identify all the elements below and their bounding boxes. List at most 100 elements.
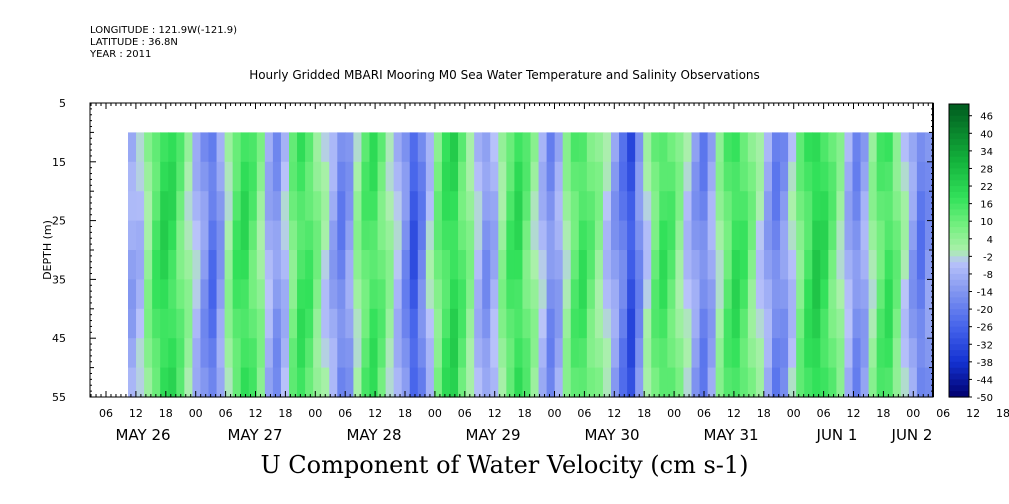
heatmap-cell bbox=[594, 250, 604, 280]
heatmap-cell bbox=[168, 279, 177, 310]
heatmap-cell bbox=[441, 161, 451, 192]
heatmap-cell bbox=[441, 191, 451, 222]
x-hour-label: 18 bbox=[278, 407, 292, 420]
colorbar-swatch bbox=[949, 162, 969, 170]
heatmap-cell bbox=[192, 132, 202, 163]
heatmap-cell bbox=[916, 279, 926, 310]
heatmap-cell bbox=[820, 250, 829, 280]
x-hour-label: 18 bbox=[637, 407, 651, 420]
heatmap-cell bbox=[691, 279, 701, 310]
heatmap-cell bbox=[361, 308, 371, 339]
heatmap-cell bbox=[272, 250, 282, 280]
heatmap-cell bbox=[812, 161, 821, 192]
heatmap-cell bbox=[562, 220, 572, 251]
heatmap-cell bbox=[844, 338, 854, 369]
heatmap-cell bbox=[417, 367, 427, 398]
heatmap-cell bbox=[812, 308, 821, 339]
heatmap-cell bbox=[635, 132, 644, 163]
heatmap-cell bbox=[417, 161, 427, 192]
heatmap-cell bbox=[506, 338, 515, 369]
colorbar-swatch bbox=[949, 391, 969, 398]
heatmap-cell bbox=[361, 279, 371, 310]
heatmap-cell bbox=[433, 279, 443, 310]
heatmap-cell bbox=[184, 132, 193, 163]
heatmap-cell bbox=[216, 250, 226, 280]
heatmap-cell bbox=[490, 338, 499, 369]
heatmap-cell bbox=[828, 367, 837, 398]
colorbar-tick-label: -44 bbox=[977, 375, 993, 386]
heatmap-cell bbox=[425, 132, 435, 163]
heatmap-cell bbox=[305, 279, 314, 310]
heatmap-cell bbox=[723, 338, 733, 369]
heatmap-cell bbox=[530, 220, 540, 251]
heatmap-cell bbox=[804, 279, 813, 310]
heatmap-cell bbox=[176, 338, 185, 369]
heatmap-cell bbox=[208, 367, 218, 398]
heatmap-cell bbox=[369, 132, 379, 163]
heatmap-cell bbox=[707, 250, 717, 280]
heatmap-cell bbox=[804, 220, 813, 251]
heatmap-cell bbox=[739, 220, 749, 251]
colorbar-frame bbox=[948, 103, 970, 398]
heatmap-cell bbox=[232, 220, 242, 251]
x-hour-label: 06 bbox=[577, 407, 591, 420]
heatmap-cell bbox=[844, 132, 854, 163]
heatmap-cell bbox=[715, 367, 725, 398]
heatmap-cell bbox=[892, 308, 902, 339]
heatmap-cell bbox=[908, 367, 918, 398]
heatmap-cell bbox=[498, 191, 507, 222]
heatmap-cell bbox=[924, 279, 934, 310]
heatmap-cell bbox=[892, 338, 902, 369]
heatmap-cell bbox=[643, 338, 652, 369]
heatmap-cell bbox=[747, 338, 757, 369]
colorbar-swatch bbox=[949, 168, 969, 175]
heatmap-cell bbox=[530, 279, 540, 310]
heatmap-cell bbox=[884, 308, 894, 339]
heatmap-cell bbox=[554, 279, 564, 310]
heatmap-cell bbox=[627, 191, 636, 222]
heatmap-cell bbox=[425, 308, 435, 339]
heatmap-cell bbox=[401, 220, 411, 251]
heatmap-cell bbox=[506, 161, 515, 192]
heatmap-cell bbox=[280, 279, 290, 310]
heatmap-cell bbox=[433, 161, 443, 192]
heatmap-cell bbox=[200, 191, 210, 222]
heatmap-cell bbox=[916, 338, 926, 369]
heatmap-cell bbox=[216, 132, 226, 163]
heatmap-cell bbox=[924, 338, 934, 369]
heatmap-cell bbox=[200, 161, 210, 192]
heatmap-cell bbox=[248, 220, 258, 251]
colorbar-swatch bbox=[949, 344, 969, 351]
heatmap-cell bbox=[635, 308, 644, 339]
heatmap-cell bbox=[450, 132, 459, 163]
heatmap-cell bbox=[136, 161, 145, 192]
heatmap-cell bbox=[892, 250, 902, 280]
heatmap-cell bbox=[506, 250, 515, 280]
heatmap-cell bbox=[280, 191, 290, 222]
heatmap-cell bbox=[208, 132, 218, 163]
heatmap-cell bbox=[739, 191, 749, 222]
heatmap-cell bbox=[345, 279, 354, 310]
heatmap-cell bbox=[369, 367, 379, 398]
heatmap-cell bbox=[425, 367, 435, 398]
heatmap-cell bbox=[393, 191, 403, 222]
heatmap-cell bbox=[369, 279, 379, 310]
heatmap-cell bbox=[619, 367, 628, 398]
heatmap-cell bbox=[522, 338, 532, 369]
heatmap-cell bbox=[546, 161, 556, 192]
heatmap-cell bbox=[594, 191, 604, 222]
heatmap-cell bbox=[868, 367, 878, 398]
heatmap-cell bbox=[892, 161, 902, 192]
heatmap-cell bbox=[176, 191, 185, 222]
heatmap-cell bbox=[900, 308, 910, 339]
colorbar-swatch bbox=[949, 191, 969, 199]
heatmap-cell bbox=[659, 191, 668, 222]
heatmap-cell bbox=[667, 279, 676, 310]
heatmap-cell bbox=[377, 338, 387, 369]
heatmap-cell bbox=[441, 308, 451, 339]
heatmap-cell bbox=[739, 367, 749, 398]
heatmap-cell bbox=[289, 308, 298, 339]
heatmap-cell bbox=[482, 308, 491, 339]
heatmap-cell bbox=[578, 161, 588, 192]
heatmap-cell bbox=[755, 308, 765, 339]
